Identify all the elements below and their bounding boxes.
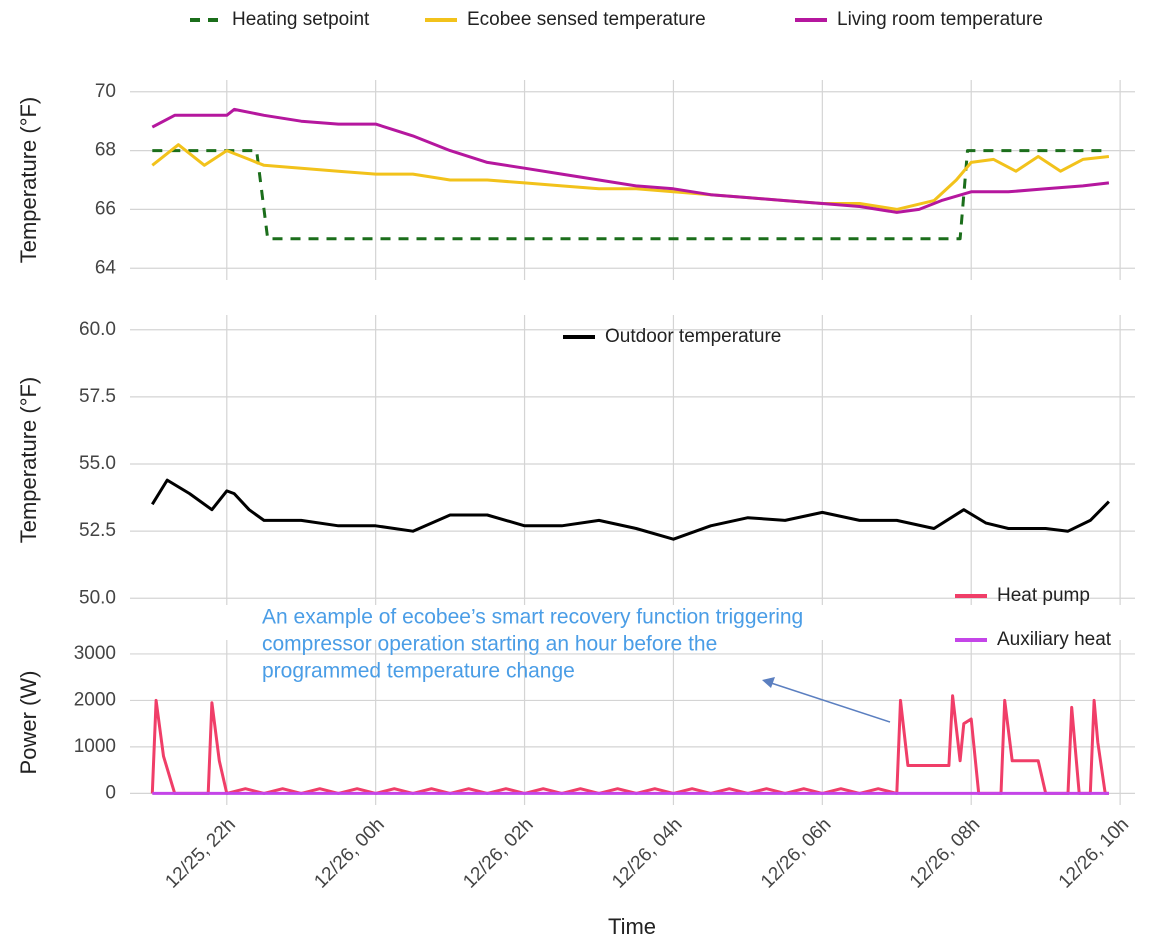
legend-label: Living room temperature	[837, 9, 1043, 30]
x-tick-label: 12/26, 08h	[906, 814, 984, 892]
legend-label: Ecobee sensed temperature	[467, 9, 706, 30]
y-tick-label: 57.5	[79, 386, 116, 407]
legend-label: Heat pump	[997, 585, 1090, 606]
y-tick-label: 68	[95, 140, 116, 161]
y-tick-label: 52.5	[79, 520, 116, 541]
x-tick-label: 12/26, 06h	[757, 814, 835, 892]
y-tick-label: 66	[95, 198, 116, 219]
legend-label: Heating setpoint	[232, 9, 370, 30]
y-tick-label: 50.0	[79, 587, 116, 608]
y-tick-label: 3000	[74, 643, 116, 664]
series-line	[152, 149, 1109, 241]
y-axis-title: Temperature (°F)	[16, 377, 41, 544]
y-tick-label: 64	[95, 257, 117, 278]
series-line	[151, 478, 1110, 541]
y-axis-title: Temperature (°F)	[16, 97, 41, 264]
y-tick-label: 70	[95, 81, 116, 102]
legend-label: Outdoor temperature	[605, 326, 781, 347]
y-tick-label: 2000	[74, 689, 116, 710]
y-tick-label: 1000	[74, 736, 116, 757]
x-tick-label: 12/26, 10h	[1055, 814, 1133, 892]
y-tick-label: 55.0	[79, 453, 116, 474]
annotation-arrow	[767, 681, 891, 723]
annotation: An example of ecobee’s smart recovery fu…	[262, 606, 803, 629]
x-tick-label: 12/26, 04h	[608, 814, 686, 892]
x-tick-label: 12/26, 00h	[310, 814, 388, 892]
series-line	[151, 107, 1110, 214]
y-tick-label: 0	[105, 782, 116, 803]
series-line	[150, 694, 1109, 795]
annotation: programmed temperature change	[262, 660, 575, 683]
y-axis-title: Power (W)	[16, 671, 41, 775]
y-tick-label: 60.0	[79, 319, 116, 340]
x-axis-title: Time	[608, 914, 656, 939]
annotation: compressor operation starting an hour be…	[262, 633, 717, 656]
series-line	[151, 143, 1110, 211]
annotation-arrowhead	[762, 677, 775, 688]
legend-label: Auxiliary heat	[997, 629, 1112, 650]
x-tick-label: 12/26, 02h	[459, 814, 537, 892]
x-tick-label: 12/25, 22h	[162, 814, 240, 892]
